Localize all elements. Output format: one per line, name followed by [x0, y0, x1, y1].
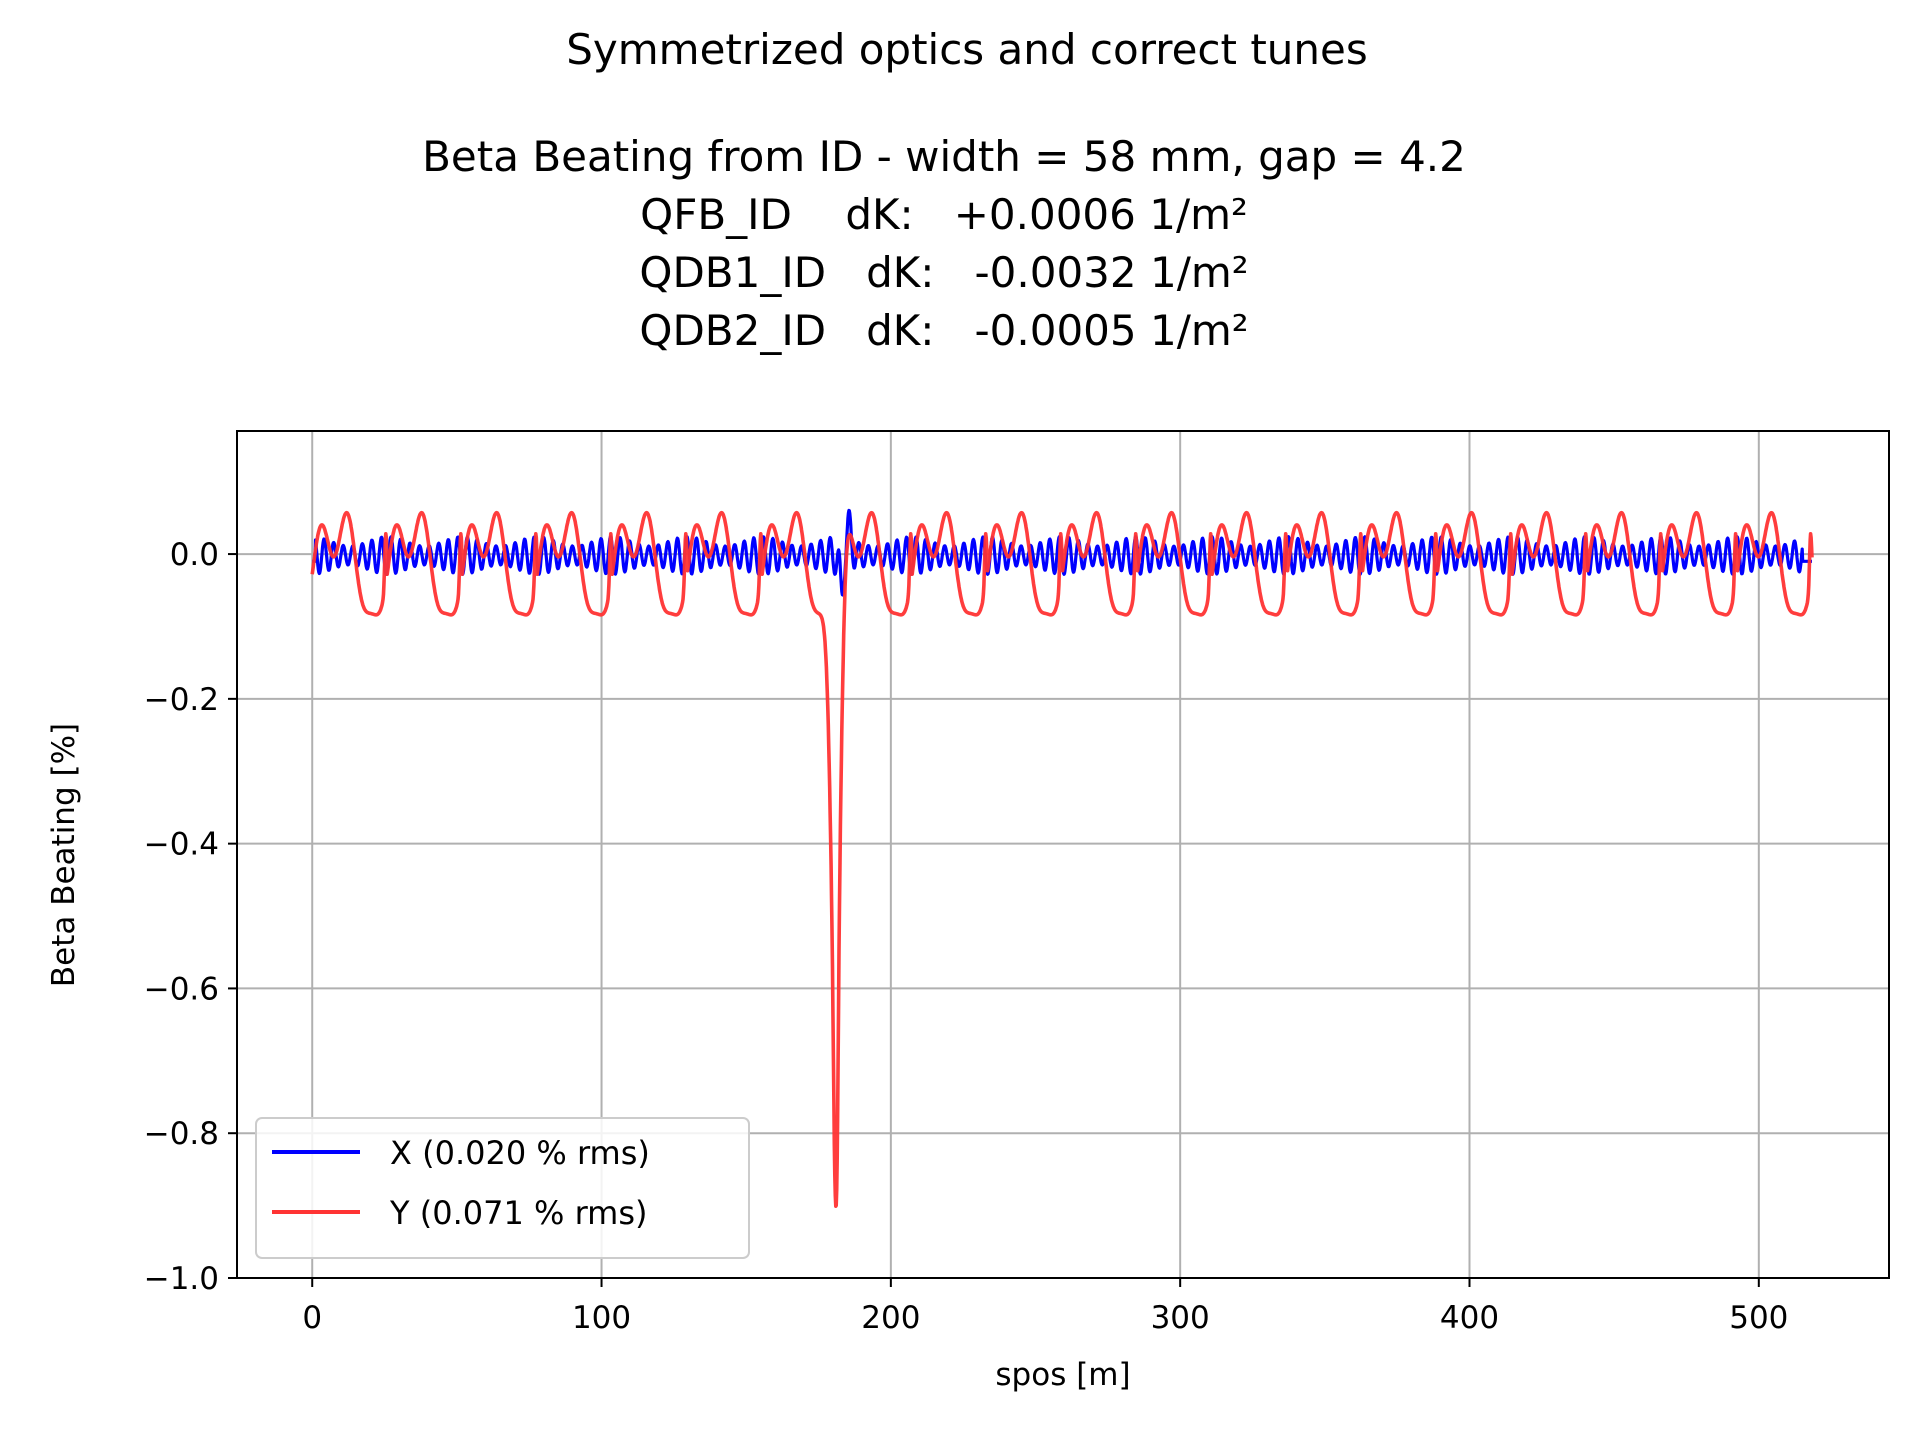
x-tick-label: 500 [1729, 1300, 1788, 1336]
x-axis-label: spos [m] [995, 1357, 1130, 1393]
y-axis-label: Beta Beating [%] [46, 723, 82, 987]
x-tick-label: 0 [302, 1300, 322, 1336]
ticks: 0 100 200 300 400 500 0.0 −0.2 −0.4 −0.6 −0.8 −1.0 [144, 537, 1789, 1336]
chart-title-line-2: QFB_ID dK: +0.0006 1/m² [640, 190, 1248, 239]
y-tick-label: −0.2 [144, 682, 219, 718]
legend-label-y: Y (0.071 % rms) [389, 1194, 647, 1232]
legend: X (0.020 % rms) Y (0.071 % rms) [255, 1117, 750, 1259]
y-tick-label: −0.4 [144, 827, 219, 863]
y-tick-label: −0.8 [144, 1116, 219, 1152]
chart-title-line-1: Beta Beating from ID - width = 58 mm, ga… [422, 132, 1466, 181]
x-tick-label: 100 [572, 1300, 631, 1336]
y-tick-label: −0.6 [144, 971, 219, 1007]
x-tick-label: 200 [861, 1300, 920, 1336]
plot-frame [236, 430, 1890, 1279]
chart-title-line-4: QDB2_ID dK: -0.0005 1/m² [639, 306, 1248, 355]
x-tick-label: 300 [1151, 1300, 1210, 1336]
x-tick-label: 400 [1440, 1300, 1499, 1336]
y-tick-label: −1.0 [144, 1261, 219, 1297]
series-layer [310, 508, 1814, 1208]
chart-title-line-3: QDB1_ID dK: -0.0032 1/m² [639, 248, 1248, 297]
legend-label-x: X (0.020 % rms) [390, 1134, 650, 1172]
legend-box [255, 1117, 750, 1259]
y-tick-label: 0.0 [170, 537, 219, 573]
series-y-line [310, 510, 1814, 1208]
chart-suptitle: Symmetrized optics and correct tunes [566, 25, 1368, 74]
